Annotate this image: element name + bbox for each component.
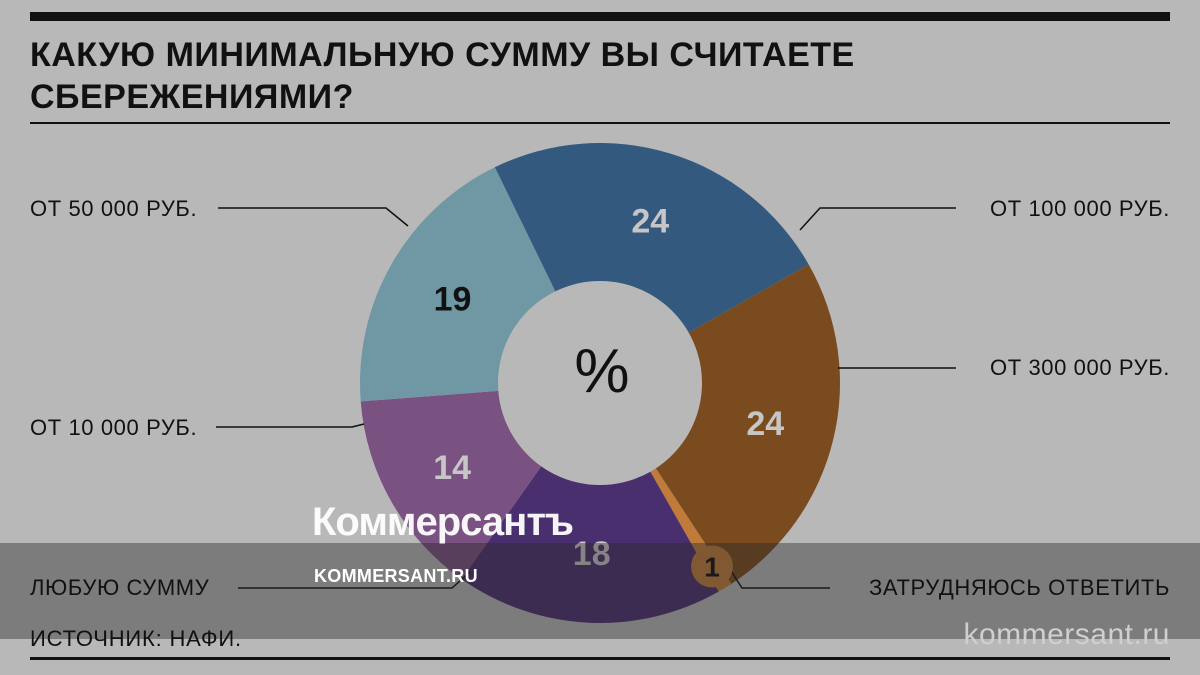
chart-title: КАКУЮ МИНИМАЛЬНУЮ СУММУ ВЫ СЧИТАЕТЕ СБЕР… [30, 36, 855, 116]
chart-value-labels: 24 24 1 18 14 19 [433, 203, 784, 588]
value-label-any-sum: 18 [573, 535, 611, 573]
watermark-band [0, 543, 1200, 639]
source-note: ИСТОЧНИК: НАФИ. [30, 626, 242, 651]
chart-slices [359, 143, 840, 623]
top-rule [30, 12, 1170, 21]
slice-from-100000 [494, 143, 809, 333]
slice-label-from-300000: ОТ 300 000 РУБ. [989, 355, 1170, 380]
slice-from-300000 [655, 264, 840, 584]
slice-label-any-sum: ЛЮБУЮ СУММУ [30, 575, 210, 600]
title-rule [30, 122, 1170, 124]
leader-line-from-100000 [799, 207, 956, 231]
value-label-from-10000: 14 [433, 449, 471, 487]
center-percent-label: % [574, 337, 629, 406]
slice-any-sum [461, 466, 719, 623]
value-label-from-300000: 24 [746, 405, 784, 443]
bottom-rule [30, 657, 1170, 660]
slice-label-from-10000: ОТ 10 000 РУБ. [30, 415, 198, 440]
leader-line-any-sum [238, 571, 471, 589]
slice-label-from-50000: ОТ 50 000 РУБ. [30, 196, 198, 221]
value-label-hard-to-say: 1 [704, 552, 720, 583]
value-label-from-100000: 24 [631, 203, 669, 241]
slice-from-10000 [360, 390, 542, 580]
watermark-url: KOMMERSANT.RU [314, 566, 478, 586]
value-label-from-50000: 19 [434, 281, 472, 319]
leader-line-from-50000 [218, 207, 409, 227]
value-badge-hard-to-say [691, 545, 734, 588]
watermark-logo: Коммерсантъ [312, 500, 574, 544]
slice-label-from-100000: ОТ 100 000 РУБ. [989, 196, 1170, 221]
site-url: kommersant.ru [963, 618, 1170, 651]
slice-from-50000 [359, 167, 556, 402]
slice-label-hard-to-say: ЗАТРУДНЯЮСЬ ОТВЕТИТЬ [869, 575, 1170, 600]
leader-line-from-10000 [216, 423, 365, 428]
